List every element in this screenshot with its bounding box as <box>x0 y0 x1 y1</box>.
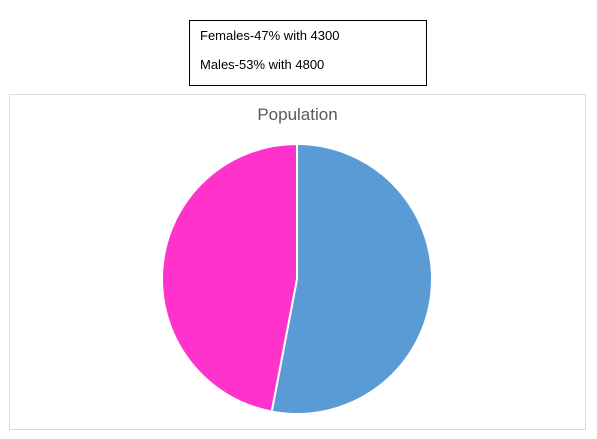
annotation-line-males: Males-53% with 4800 <box>200 57 325 72</box>
pie-slice-females <box>161 142 298 413</box>
annotation-line-females: Females-47% with 4300 <box>200 28 340 43</box>
pie-slice-males <box>270 142 433 415</box>
chart-title: Population <box>257 105 338 124</box>
annotation-box: Females-47% with 4300 Males-53% with 480… <box>189 20 427 86</box>
chart-area: Population <box>9 94 586 430</box>
pie-chart <box>161 142 433 415</box>
